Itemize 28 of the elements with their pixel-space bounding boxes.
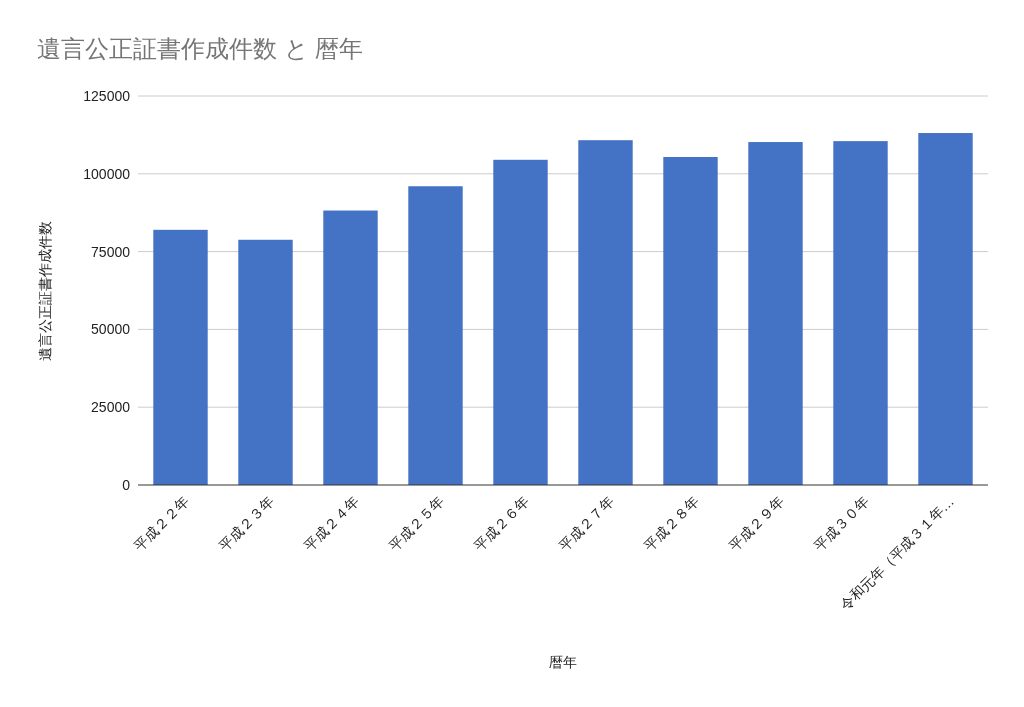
y-tick-label: 0	[122, 476, 131, 493]
x-tick-label: 平成２５年	[386, 493, 448, 555]
bar	[578, 140, 633, 485]
y-axis-title: 遺言公正証書作成件数	[37, 220, 53, 361]
y-tick-label: 75000	[91, 243, 131, 260]
bar	[153, 229, 208, 485]
bar	[663, 157, 718, 485]
y-tick-label: 50000	[91, 321, 131, 338]
x-tick-label: 平成２２年	[131, 493, 193, 555]
y-tick-label: 25000	[91, 399, 131, 416]
bar	[833, 141, 888, 485]
bar	[748, 142, 803, 485]
x-tick-label: 平成２７年	[556, 493, 618, 555]
bar	[408, 186, 463, 485]
x-tick-label: 平成２３年	[216, 493, 278, 555]
x-tick-label: 平成２４年	[301, 493, 363, 555]
bar	[493, 159, 548, 485]
x-tick-label: 平成２６年	[471, 493, 533, 555]
x-tick-label: 平成３０年	[811, 493, 873, 555]
chart-title: 遺言公正証書作成件数 と 暦年	[37, 35, 364, 62]
bar	[238, 239, 293, 485]
x-tick-label: 平成２８年	[641, 493, 703, 555]
y-tick-label: 100000	[83, 165, 131, 182]
bar	[323, 210, 378, 485]
x-tick-label: 平成２９年	[726, 493, 788, 555]
bar	[918, 133, 973, 485]
y-tick-label: 125000	[83, 87, 131, 104]
x-axis-title: 暦年	[549, 654, 577, 670]
